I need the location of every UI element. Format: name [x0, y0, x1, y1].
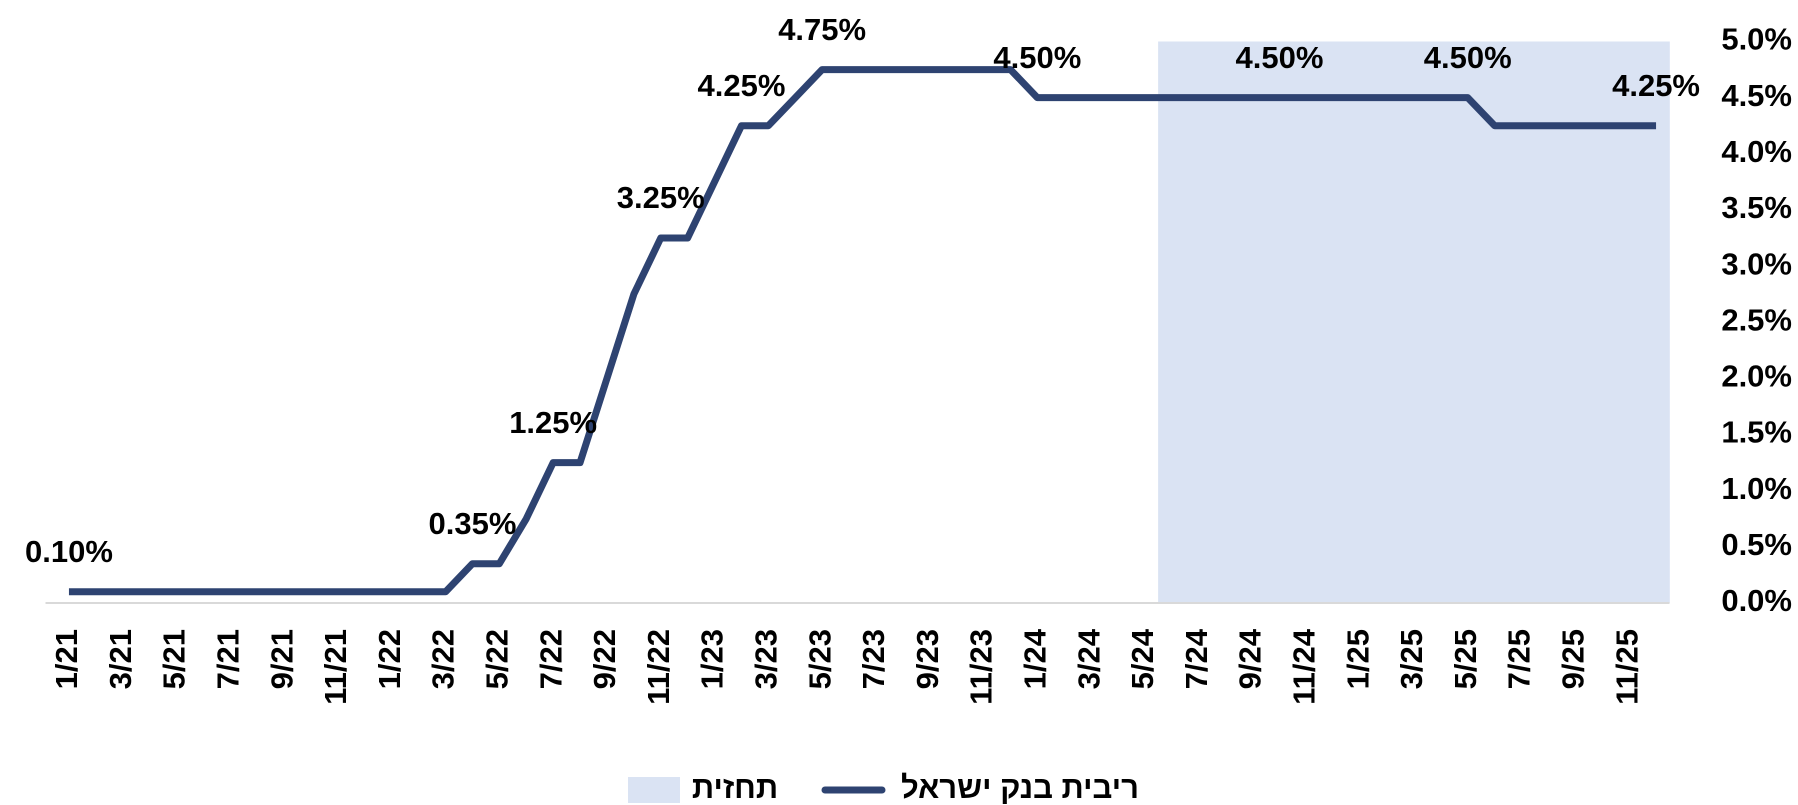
x-tick-label: 3/24: [1071, 628, 1106, 689]
data-label: 4.50%: [993, 40, 1081, 75]
x-tick-label: 11/25: [1609, 629, 1644, 705]
x-tick-label: 11/21: [318, 629, 353, 705]
x-tick-label: 1/22: [372, 629, 407, 689]
data-label: 4.75%: [778, 12, 866, 47]
legend-swatch: [628, 777, 680, 803]
y-tick-label: 3.5%: [1721, 190, 1792, 225]
forecast-band: [1158, 41, 1186, 603]
forecast-band: [1400, 41, 1428, 603]
forecast-band: [1561, 41, 1590, 603]
x-tick-label: 3/23: [749, 629, 784, 689]
forecast-band: [1373, 41, 1401, 603]
x-tick-label: 7/21: [211, 629, 246, 689]
x-tick-label: 7/25: [1502, 629, 1537, 689]
x-tick-label: 9/23: [910, 629, 945, 689]
x-tick-label: 11/24: [1287, 628, 1322, 705]
data-label: 4.25%: [1612, 68, 1700, 103]
x-tick-label: 1/21: [49, 629, 84, 689]
x-tick-label: 1/25: [1340, 629, 1375, 689]
x-tick-label: 1/23: [695, 629, 730, 689]
x-tick-label: 9/21: [264, 629, 299, 689]
x-tick-label: 3/25: [1394, 629, 1429, 689]
forecast-band: [1427, 41, 1455, 603]
forecast-band: [1265, 41, 1294, 603]
y-tick-label: 5.0%: [1721, 22, 1792, 57]
x-tick-label: 5/22: [480, 629, 515, 689]
x-tick-label: 7/23: [856, 629, 891, 689]
legend-label: תחזית: [692, 770, 778, 805]
forecast-band: [1480, 41, 1509, 603]
x-tick-label: 9/24: [1233, 628, 1268, 689]
forecast-band: [1346, 41, 1374, 603]
x-tick-label: 11/23: [964, 629, 999, 705]
data-label: 4.50%: [1235, 40, 1323, 75]
x-tick-label: 3/21: [103, 629, 138, 689]
data-label: 4.50%: [1424, 40, 1512, 75]
y-tick-label: 1.0%: [1721, 471, 1792, 506]
x-tick-label: 5/23: [802, 629, 837, 689]
y-tick-label: 2.0%: [1721, 359, 1792, 394]
y-tick-label: 3.0%: [1721, 246, 1792, 281]
forecast-band: [1642, 41, 1670, 603]
y-tick-label: 1.5%: [1721, 415, 1792, 450]
forecast-band: [1238, 41, 1267, 603]
x-tick-label: 7/24: [1179, 628, 1214, 689]
x-tick-label: 1/24: [1018, 628, 1053, 689]
forecast-band: [1534, 41, 1563, 603]
x-tick-label: 11/22: [641, 629, 676, 705]
forecast-band: [1292, 41, 1321, 603]
forecast-band: [1588, 41, 1616, 603]
forecast-band: [1454, 41, 1482, 603]
data-label: 1.25%: [509, 405, 597, 440]
data-label: 3.25%: [617, 180, 705, 215]
x-tick-label: 3/22: [426, 629, 461, 689]
y-tick-label: 0.0%: [1721, 583, 1792, 618]
x-tick-label: 5/21: [157, 629, 192, 689]
x-tick-label: 7/22: [533, 629, 568, 689]
legend-label: ריבית בנק ישראל: [901, 770, 1139, 805]
data-label: 0.35%: [428, 506, 516, 541]
forecast-band: [1319, 41, 1347, 603]
y-tick-label: 4.5%: [1721, 78, 1792, 113]
y-tick-label: 2.5%: [1721, 302, 1792, 337]
data-label: 4.25%: [697, 68, 785, 103]
x-tick-label: 9/22: [587, 629, 622, 689]
x-tick-label: 9/25: [1556, 629, 1591, 689]
forecast-band: [1507, 41, 1536, 603]
rate-line: [68, 66, 1657, 596]
x-tick-label: 5/25: [1448, 629, 1483, 689]
x-tick-label: 5/24: [1125, 628, 1160, 689]
forecast-band: [1615, 41, 1643, 603]
forecast-band: [1185, 41, 1213, 603]
data-label: 0.10%: [25, 534, 113, 569]
y-tick-label: 4.0%: [1721, 134, 1792, 169]
y-tick-label: 0.5%: [1721, 527, 1792, 562]
forecast-band: [1211, 41, 1240, 603]
